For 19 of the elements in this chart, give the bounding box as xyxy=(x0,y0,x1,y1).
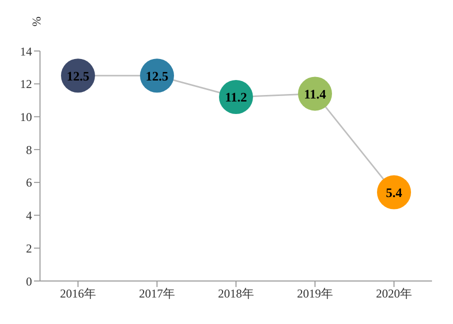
x-tick-label: 2019年 xyxy=(297,286,333,301)
data-label: 12.5 xyxy=(66,68,90,84)
data-label: 5.4 xyxy=(386,184,403,200)
y-tick-label: 6 xyxy=(26,176,32,190)
x-tick-label: 2017年 xyxy=(139,286,175,301)
y-tick-label: 14 xyxy=(20,44,32,58)
y-tick-label: 12 xyxy=(20,77,32,92)
data-label: 11.4 xyxy=(304,86,327,102)
x-tick-label: 2020年 xyxy=(376,286,412,301)
x-tick-label: 2018年 xyxy=(218,286,254,301)
y-axis-title: % xyxy=(30,16,44,26)
y-tick-label: 10 xyxy=(20,110,32,124)
y-tick-label: 8 xyxy=(26,142,32,157)
x-tick-label: 2016年 xyxy=(60,286,96,301)
y-tick-label: 4 xyxy=(26,208,32,223)
data-label: 12.5 xyxy=(146,68,169,84)
y-tick-label: 2 xyxy=(26,241,32,256)
y-tick-label: 0 xyxy=(26,274,32,288)
data-label: 11.2 xyxy=(224,90,248,105)
